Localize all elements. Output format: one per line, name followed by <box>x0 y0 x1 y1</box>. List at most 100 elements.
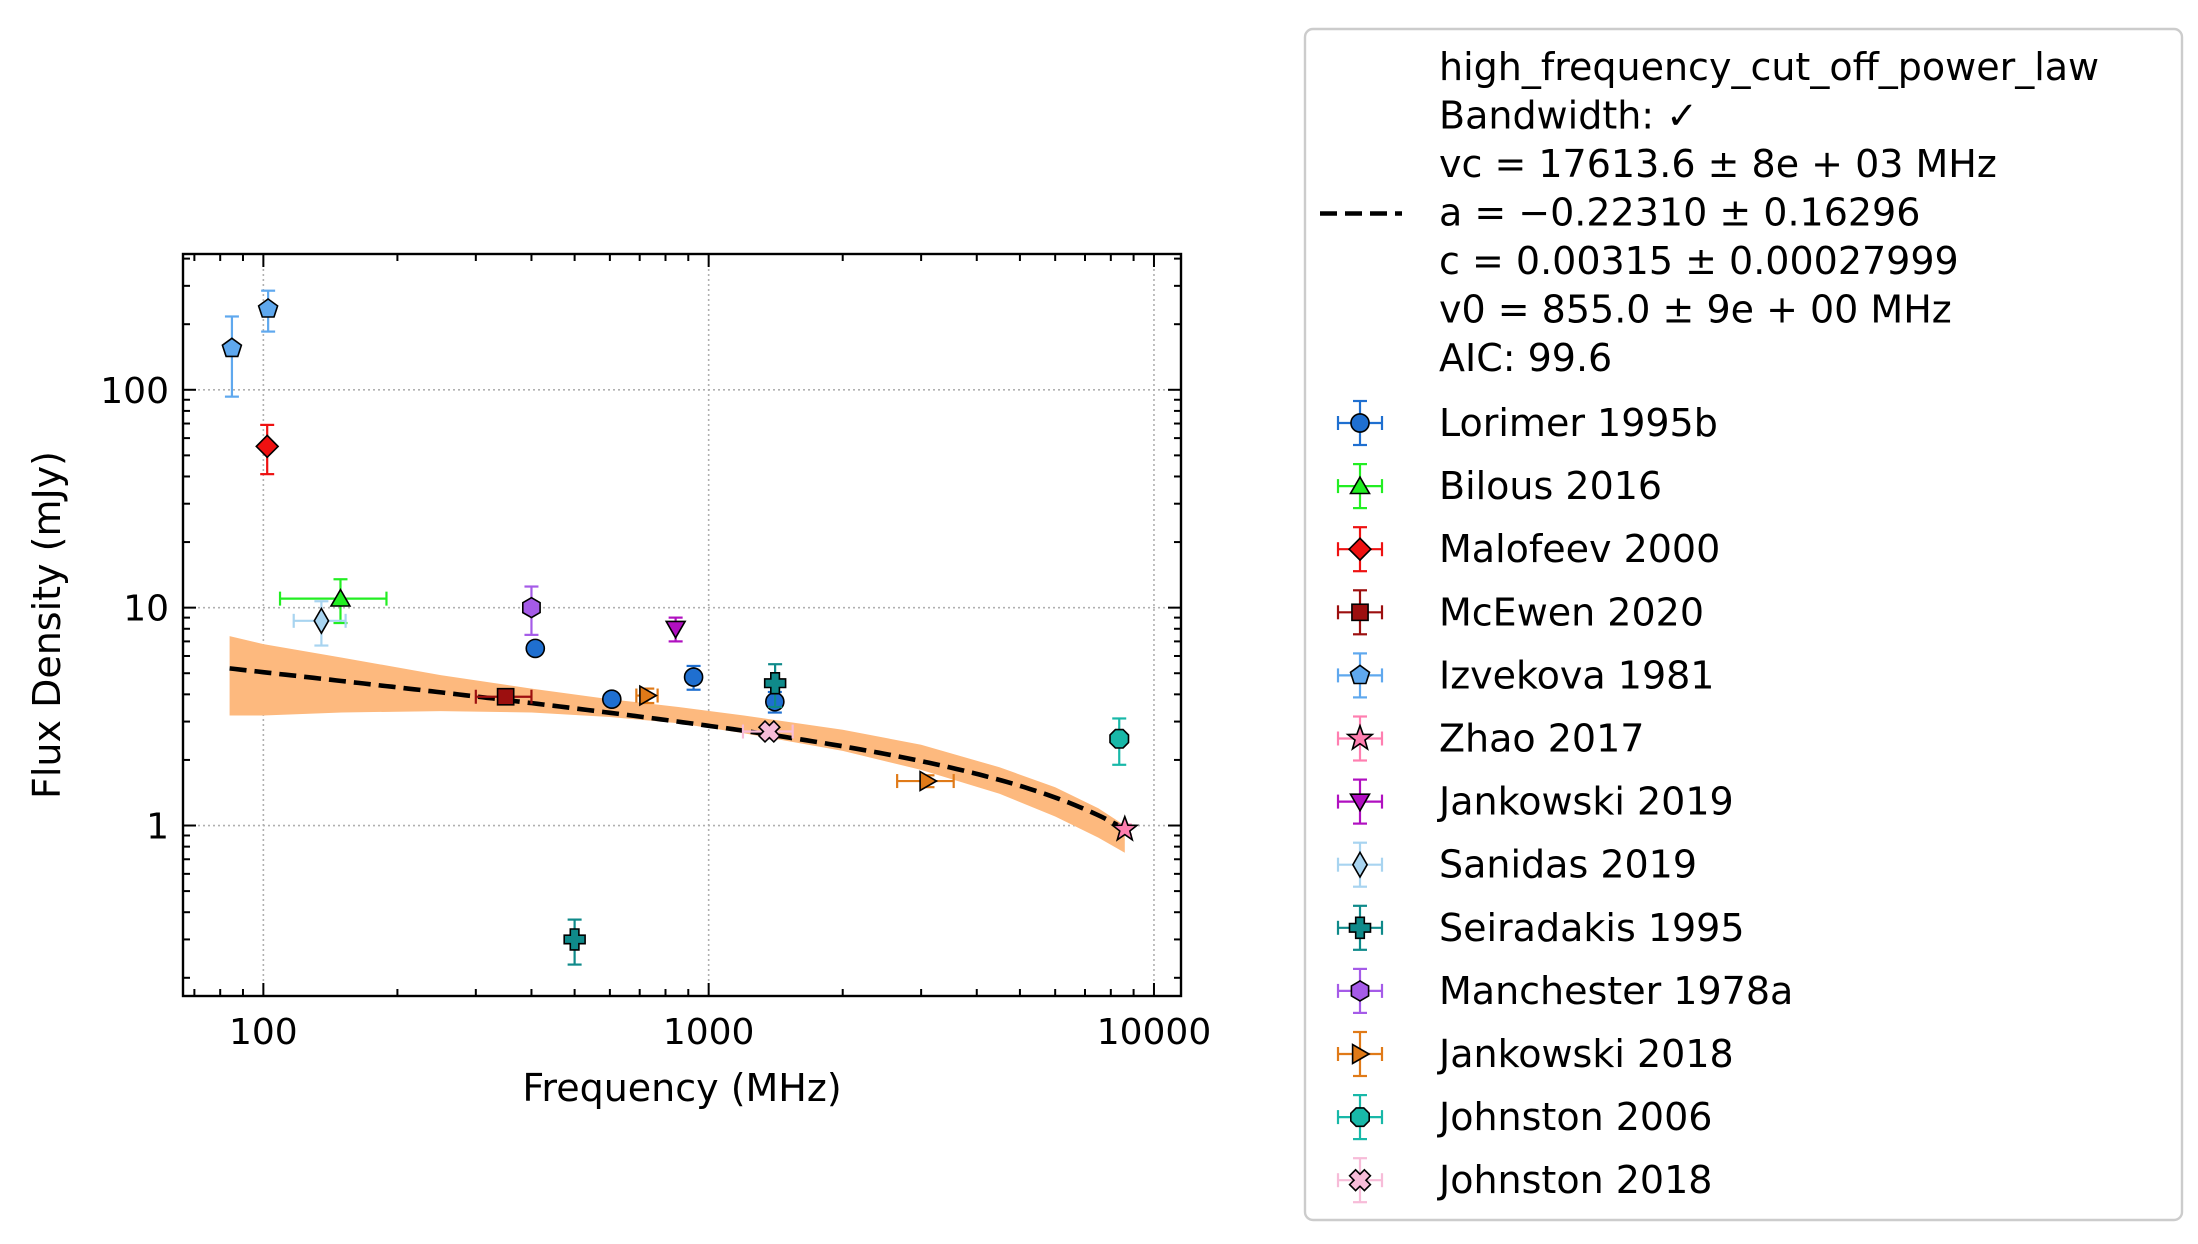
legend-fit-label-line: a = −0.22310 ± 0.16296 <box>1439 191 1920 235</box>
x-axis-label: Frequency (MHz) <box>522 1066 841 1110</box>
legend-box <box>1303 27 2184 1222</box>
series-sanidas-2019 <box>292 600 347 647</box>
data-point-johnston-2018 <box>741 719 794 744</box>
legend-entry-malofeev-2000: Malofeev 2000 <box>1336 526 1720 573</box>
legend-entry-zhao-2017: Zhao 2017 <box>1336 715 1644 762</box>
legend-marker-pentagon <box>1349 664 1371 685</box>
data-point-seiradakis-1995 <box>763 663 787 709</box>
data-point-jankowski-2018 <box>635 684 659 707</box>
data-point-jankowski-2019 <box>664 616 687 643</box>
y-tick-label: 100 <box>100 371 169 412</box>
legend-marker-hexagon <box>1350 979 1370 1002</box>
plot-frame <box>181 252 1183 998</box>
legend-label: Malofeev 2000 <box>1439 527 1720 571</box>
legend-label: McEwen 2020 <box>1439 590 1704 634</box>
data-points <box>221 289 1140 966</box>
grid <box>183 254 1181 996</box>
legend-marker-x-filled <box>1348 1168 1372 1192</box>
legend-label: Seiradakis 1995 <box>1439 906 1745 950</box>
legend-label: Johnston 2018 <box>1437 1158 1712 1202</box>
point-marker-circle <box>683 667 704 687</box>
point-marker-pentagon <box>257 298 279 318</box>
x-tick-label: 100 <box>229 1012 298 1053</box>
x-tick-label: 10000 <box>1097 1012 1212 1053</box>
legend-marker-circle <box>1350 413 1370 433</box>
series-johnston-2006 <box>1109 717 1130 766</box>
legend-marker-triangle-up <box>1349 475 1371 495</box>
legend-entry-johnston-2018: Johnston 2018 <box>1336 1157 1712 1204</box>
legend-entry-sanidas-2019: Sanidas 2019 <box>1336 841 1697 888</box>
data-point-johnston-2006 <box>1109 717 1130 766</box>
legend-label: Izvekova 1981 <box>1439 653 1714 697</box>
legend-label: Jankowski 2019 <box>1437 780 1734 824</box>
legend-label: Manchester 1978a <box>1439 969 1793 1013</box>
data-point-jankowski-2018 <box>896 770 955 792</box>
data-point-lorimer-1995b <box>683 664 704 691</box>
point-marker-triangle-down <box>664 620 687 640</box>
legend-fit-label-line: v0 = 855.0 ± 9e + 00 MHz <box>1439 288 1952 332</box>
point-marker-x-filled <box>757 719 781 744</box>
legend-entry-izvekova-1981: Izvekova 1981 <box>1336 652 1714 699</box>
legend-entry-lorimer-1995b: Lorimer 1995b <box>1336 399 1718 447</box>
legend-marker-diamond <box>1347 537 1373 562</box>
data-point-lorimer-1995b <box>601 689 622 710</box>
legend-marker-triangle-down <box>1349 793 1371 813</box>
point-marker-thin-diamond <box>313 606 330 635</box>
legend-fit-label-line: vc = 17613.6 ± 8e + 03 MHz <box>1439 142 1997 186</box>
point-marker-square <box>496 687 515 706</box>
legend-marker-thin-diamond <box>1351 850 1369 879</box>
data-point-seiradakis-1995 <box>563 918 586 966</box>
series-zhao-2017 <box>1110 814 1140 842</box>
legend-marker-plus <box>1348 916 1372 940</box>
point-marker-octagon <box>1109 728 1130 749</box>
point-marker-pentagon <box>221 337 243 358</box>
legend-fit-label-line: Bandwidth: ✓ <box>1439 94 1698 138</box>
legend-label: Sanidas 2019 <box>1439 843 1697 887</box>
legend-fit-label-line: c = 0.00315 ± 0.00027999 <box>1439 239 1959 283</box>
legend-entry-bilous-2016: Bilous 2016 <box>1336 463 1662 510</box>
y-axis-label: Flux Density (mJy) <box>25 451 69 799</box>
legend-entry-jankowski-2018: Jankowski 2018 <box>1336 1030 1734 1078</box>
series-lorimer-1995b <box>525 638 785 714</box>
legend-fit-label-line: high_frequency_cut_off_power_law <box>1439 45 2099 89</box>
series-jankowski-2018 <box>635 684 955 792</box>
legend-marker-octagon <box>1350 1107 1370 1128</box>
series-johnston-2018 <box>741 719 794 744</box>
series-bilous-2016 <box>278 578 388 625</box>
fit-line-group <box>229 666 1126 832</box>
data-point-sanidas-2019 <box>292 600 347 647</box>
data-point-manchester-1978a <box>521 585 541 636</box>
series-mcewen-2020 <box>474 687 533 706</box>
point-marker-star <box>1110 814 1140 842</box>
fit-line <box>229 666 1126 832</box>
data-point-izvekova-1981 <box>257 289 279 333</box>
series-izvekova-1981 <box>221 289 279 398</box>
legend-entry-jankowski-2019: Jankowski 2019 <box>1336 778 1734 825</box>
data-point-mcewen-2020 <box>474 687 533 706</box>
legend-marker-star <box>1345 723 1375 751</box>
point-marker-plus <box>763 671 787 695</box>
legend-entry-johnston-2006: Johnston 2006 <box>1336 1093 1712 1141</box>
axis-ticks: 100 1000 10000 1 10 100 <box>100 254 1211 1053</box>
data-point-malofeev-2000 <box>255 423 280 476</box>
point-marker-plus <box>563 928 586 951</box>
series-seiradakis-1995 <box>563 663 787 966</box>
legend-label: Bilous 2016 <box>1439 464 1662 508</box>
legend-entry-mcewen-2020: McEwen 2020 <box>1336 589 1704 636</box>
point-marker-circle <box>601 689 622 710</box>
point-marker-diamond <box>255 434 280 459</box>
point-marker-hexagon <box>521 596 541 619</box>
legend-fit-label-line: AIC: 99.6 <box>1439 336 1612 380</box>
fit-uncertainty-band <box>229 636 1125 853</box>
data-point-zhao-2017 <box>1110 814 1140 842</box>
legend-marker-triangle-right <box>1351 1043 1371 1065</box>
point-marker-triangle-right <box>639 684 658 707</box>
legend-entry-manchester-1978a: Manchester 1978a <box>1336 967 1793 1015</box>
legend: high_frequency_cut_off_power_law Bandwidt… <box>1303 27 2184 1222</box>
legend-label: Jankowski 2018 <box>1437 1032 1734 1076</box>
data-point-lorimer-1995b <box>525 638 546 659</box>
y-tick-label: 10 <box>123 589 169 630</box>
data-point-izvekova-1981 <box>221 315 243 398</box>
legend-label: Johnston 2006 <box>1437 1095 1712 1139</box>
